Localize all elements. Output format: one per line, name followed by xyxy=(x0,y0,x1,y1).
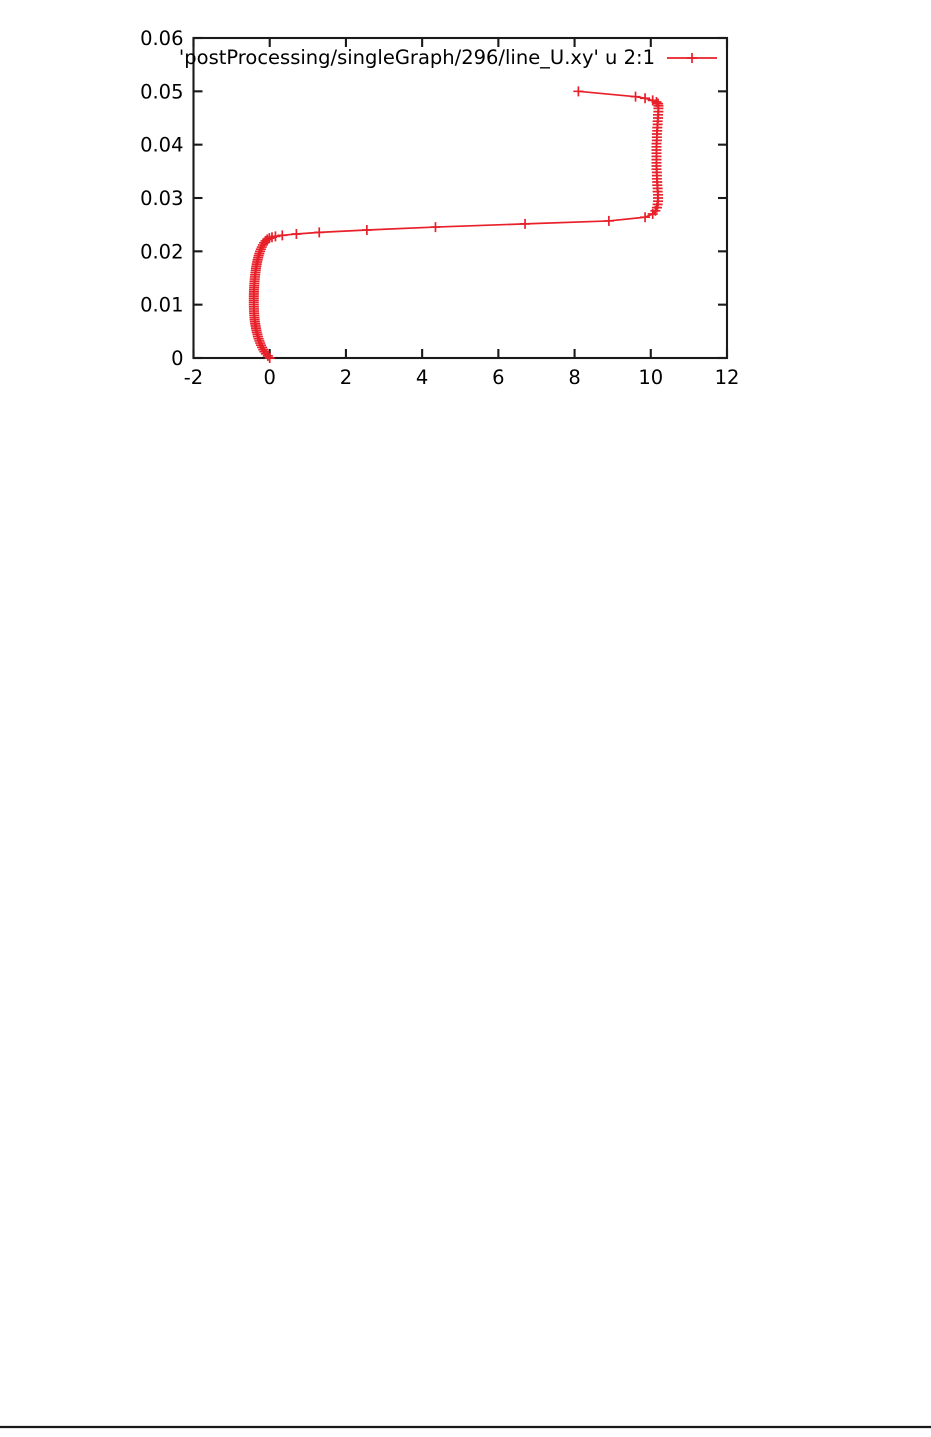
y-tick-label: 0 xyxy=(171,347,183,370)
series-0 xyxy=(248,86,664,363)
plot-frame-border xyxy=(192,36,729,360)
plot-border xyxy=(192,36,729,360)
legend-sample-marker xyxy=(687,53,697,63)
legend-entry-label: 'postProcessing/singleGraph/296/line_U.x… xyxy=(179,46,655,69)
x-tick-label: 0 xyxy=(264,366,276,389)
series-point-markers xyxy=(248,86,664,363)
y-tick-label: 0.03 xyxy=(140,187,183,210)
x-tick-label: -2 xyxy=(184,366,203,389)
x-tick-label: 10 xyxy=(638,366,663,389)
x-axis-ticks: -2 0 2 4 6 8 10 12 xyxy=(184,38,740,389)
y-tick-label: 0.01 xyxy=(140,294,183,317)
x-tick-label: 4 xyxy=(416,366,428,389)
x-tick-label: 2 xyxy=(340,366,352,389)
y-tick-label: 0.04 xyxy=(140,134,183,157)
x-tick-label: 12 xyxy=(715,366,740,389)
y-tick-label: 0.02 xyxy=(140,240,183,263)
legend: 'postProcessing/singleGraph/296/line_U.x… xyxy=(179,46,717,69)
x-tick-label: 8 xyxy=(568,366,580,389)
y-tick-label: 0.05 xyxy=(140,80,183,103)
x-tick-label: 6 xyxy=(492,366,504,389)
y-tick-label: 0.06 xyxy=(140,27,183,50)
data-series-group xyxy=(248,86,664,363)
